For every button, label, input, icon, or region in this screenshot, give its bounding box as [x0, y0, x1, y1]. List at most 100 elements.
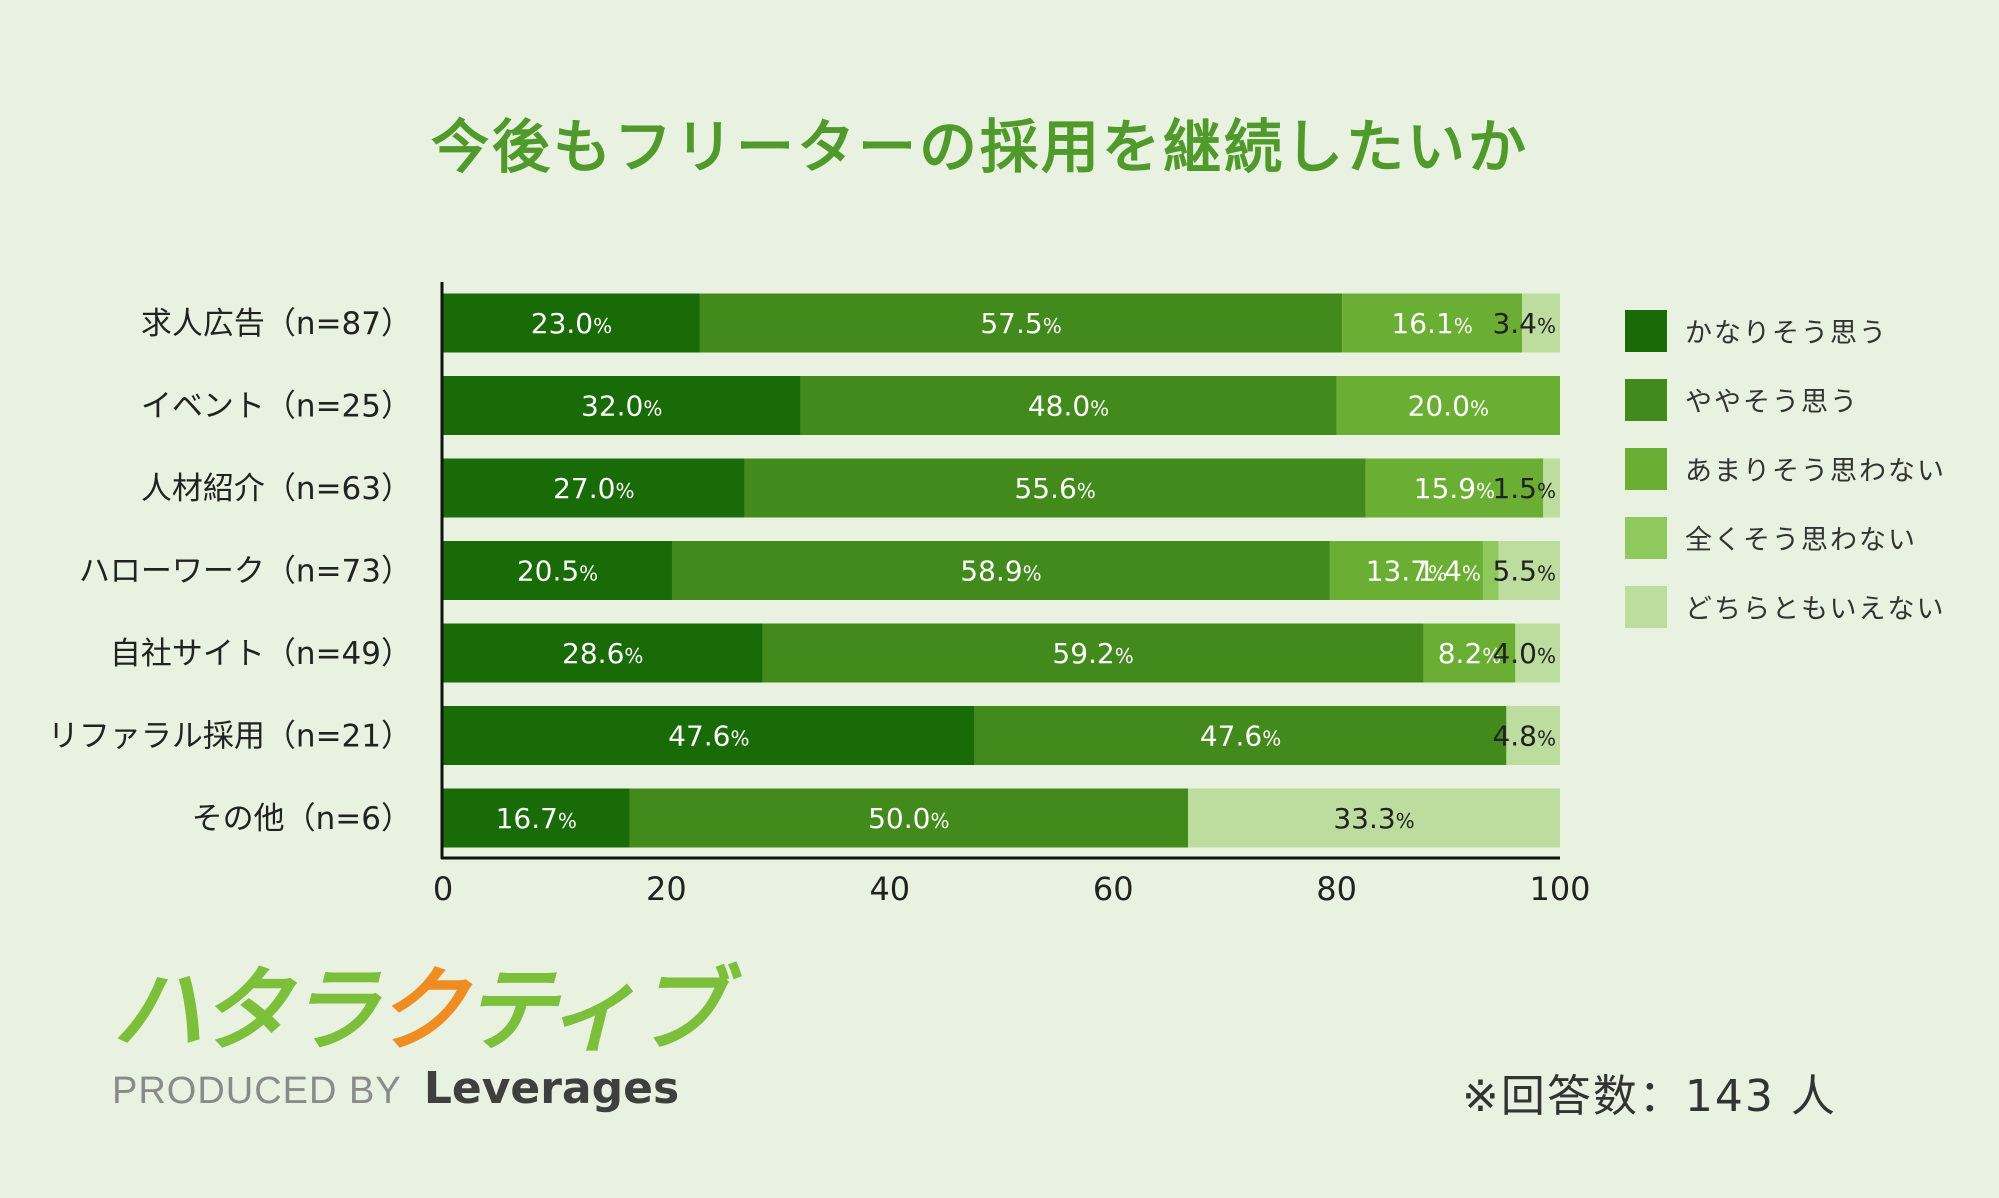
- data-label-percent: %: [1043, 314, 1062, 338]
- data-label-value: 4.8: [1492, 720, 1537, 753]
- category-label: イベント（n=25）: [141, 389, 412, 425]
- data-label-percent: %: [1476, 479, 1495, 503]
- category-label: その他（n=6）: [192, 801, 412, 837]
- data-label-value: 58.9: [960, 555, 1022, 588]
- data-label-value: 15.9: [1414, 472, 1476, 505]
- data-label-value: 8.2: [1438, 637, 1483, 670]
- bar-segment: [443, 541, 672, 600]
- legend-item: どちらともいえない: [1625, 572, 1946, 641]
- legend-swatch: [1625, 516, 1667, 559]
- bar-segment: [1365, 458, 1544, 518]
- legend-swatch: [1625, 585, 1667, 628]
- legend-item: あまりそう思わない: [1625, 434, 1946, 503]
- bar-segment: [443, 293, 700, 353]
- chart-title: 今後もフリーターの採用を継続したいか: [430, 113, 1529, 181]
- data-label: 28.6%: [562, 637, 643, 670]
- bar-segment: [671, 541, 1330, 600]
- data-label: 47.6%: [1200, 720, 1281, 753]
- data-label-value: 13.7: [1366, 555, 1428, 588]
- data-label-value: 57.5: [980, 307, 1042, 340]
- bar-segment: [699, 293, 1343, 353]
- legend-swatch: [1625, 378, 1667, 421]
- data-label: 4.0%: [1492, 637, 1556, 670]
- data-label: 1.4%: [1417, 555, 1481, 588]
- logo-wordmark: ハタラクティブ: [112, 957, 727, 1064]
- data-label-value: 4.0: [1492, 637, 1537, 670]
- data-label-percent: %: [1077, 479, 1096, 503]
- data-label-percent: %: [643, 397, 662, 421]
- logo-subtitle: PRODUCED BY Leverages: [112, 1063, 723, 1114]
- legend-swatch: [1625, 447, 1667, 490]
- data-label: 32.0%: [581, 390, 662, 423]
- data-label-percent: %: [624, 644, 643, 668]
- data-label-value: 16.7: [496, 802, 558, 835]
- data-label-value: 50.0: [868, 802, 930, 835]
- data-label: 27.0%: [553, 472, 634, 505]
- bar-segment: [1543, 458, 1560, 518]
- x-tick-label: 20: [646, 870, 687, 908]
- data-label: 20.5%: [517, 555, 598, 588]
- data-label: 55.6%: [1014, 472, 1095, 505]
- bar-segment: [800, 376, 1337, 435]
- data-label-percent: %: [1090, 397, 1109, 421]
- chart-legend: かなりそう思う ややそう思うあまりそう思わない全くそう思わない どちらともいえない: [1625, 296, 1946, 641]
- legend-item: 全くそう思わない: [1625, 503, 1946, 572]
- x-tick-label: 80: [1316, 870, 1357, 908]
- data-label: 8.2%: [1438, 637, 1502, 670]
- data-label-percent: %: [930, 809, 949, 833]
- legend-label: どちらともいえない: [1685, 594, 1946, 625]
- x-tick-label: 100: [1529, 870, 1590, 908]
- category-label: 自社サイト（n=49）: [110, 636, 412, 672]
- data-label: 13.7%: [1366, 555, 1447, 588]
- data-label-percent: %: [1537, 314, 1556, 338]
- data-label-percent: %: [1470, 397, 1489, 421]
- data-label: 3.4%: [1492, 307, 1556, 340]
- data-label-percent: %: [1537, 727, 1556, 751]
- data-label-value: 5.5: [1492, 555, 1537, 588]
- legend-label: 全くそう思わない: [1685, 525, 1917, 556]
- legend-item: かなりそう思う: [1625, 296, 1946, 365]
- data-label-value: 3.4: [1492, 307, 1537, 340]
- data-label-value: 32.0: [581, 390, 643, 423]
- produced-by-text: PRODUCED BY: [112, 1070, 402, 1112]
- data-label-value: 20.0: [1408, 390, 1470, 423]
- bar-segment: [974, 706, 1507, 765]
- data-label-value: 16.1: [1391, 307, 1453, 340]
- x-tick-label: 60: [1093, 870, 1134, 908]
- data-label-percent: %: [1537, 644, 1556, 668]
- data-label-percent: %: [1115, 644, 1134, 668]
- data-label-value: 23.0: [531, 307, 593, 340]
- legend-swatch: [1625, 309, 1667, 352]
- bar-segment: [1515, 623, 1560, 683]
- bar-segment: [629, 788, 1189, 848]
- data-label-percent: %: [615, 479, 634, 503]
- data-label: 16.1%: [1391, 307, 1472, 340]
- legend-label: ややそう思う: [1685, 387, 1859, 418]
- bar-segment: [744, 458, 1366, 518]
- category-label: ハローワーク（n=73）: [79, 554, 412, 590]
- data-label: 20.0%: [1408, 390, 1489, 423]
- data-label: 33.3%: [1333, 802, 1414, 835]
- data-label-value: 47.6: [1200, 720, 1262, 753]
- bar-segment: [443, 788, 630, 848]
- bar-segment: [1329, 541, 1483, 600]
- legend-label: かなりそう思う: [1685, 318, 1888, 349]
- bar-segment: [1482, 541, 1499, 600]
- bar-segment: [1506, 706, 1560, 765]
- data-label: 57.5%: [980, 307, 1061, 340]
- data-label-percent: %: [1454, 314, 1473, 338]
- data-label: 4.8%: [1492, 720, 1556, 753]
- data-label-percent: %: [593, 314, 612, 338]
- data-label-value: 20.5: [517, 555, 579, 588]
- data-label-value: 1.5: [1492, 472, 1537, 505]
- bar-segment: [443, 458, 745, 518]
- data-label-percent: %: [731, 727, 750, 751]
- legend-item: ややそう思う: [1625, 365, 1946, 434]
- bar-segment: [1336, 376, 1560, 435]
- category-label: 求人広告（n=87）: [141, 306, 412, 342]
- data-label-value: 33.3: [1333, 802, 1395, 835]
- bar-segment: [762, 623, 1424, 683]
- bar-segment: [1342, 293, 1523, 353]
- bar-segment: [443, 706, 975, 765]
